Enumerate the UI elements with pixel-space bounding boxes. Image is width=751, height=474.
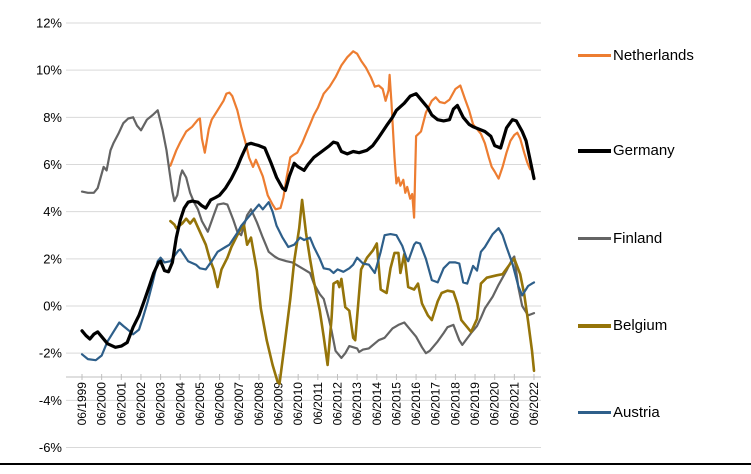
- y-tick-label: 4%: [43, 204, 62, 219]
- series-line-netherlands: [169, 50, 532, 219]
- x-tick-label: 06/2022: [527, 382, 541, 426]
- series-line-austria: [80, 201, 536, 362]
- legend-label-finland: Finland: [613, 230, 663, 247]
- legend-item-finland: Finland: [578, 231, 662, 246]
- x-tick-label: 06/2010: [291, 382, 305, 426]
- x-tick-label: 06/2011: [311, 382, 325, 425]
- x-tick-label: 06/2002: [134, 382, 148, 426]
- legend-label-germany: Germany: [613, 142, 675, 159]
- y-tick-label: -2%: [39, 346, 63, 361]
- legend: Netherlands Germany Finland Belgium Aust…: [578, 0, 751, 474]
- y-tick-label: 10%: [36, 63, 62, 78]
- x-tick-label: 06/2005: [193, 382, 207, 426]
- bottom-border-line: [0, 463, 751, 465]
- x-tick-label: 06/2017: [429, 382, 443, 426]
- x-tick-label: 06/2012: [330, 382, 344, 426]
- x-tick-label: 06/2016: [409, 382, 423, 426]
- legend-swatch-austria: [578, 411, 611, 414]
- legend-item-germany: Germany: [578, 143, 675, 158]
- x-tick-label: 06/1999: [75, 382, 89, 426]
- x-tick-label: 06/2007: [232, 382, 246, 426]
- x-tick-label: 06/2008: [252, 382, 266, 426]
- y-tick-label: 2%: [43, 251, 62, 266]
- y-tick-label: 12%: [36, 16, 62, 31]
- x-tick-label: 06/2021: [507, 382, 521, 426]
- x-tick-label: 06/2001: [114, 382, 128, 426]
- x-tick-label: 06/2014: [370, 382, 384, 426]
- x-tick-label: 06/2004: [173, 382, 187, 426]
- x-tick-label: 06/2006: [213, 382, 227, 426]
- y-tick-label: 6%: [43, 157, 62, 172]
- series-line-belgium: [169, 198, 536, 386]
- y-tick-label: -4%: [39, 393, 63, 408]
- x-tick-label: 06/2003: [154, 382, 168, 426]
- series-line-finland: [80, 109, 536, 359]
- y-tick-label: -6%: [39, 440, 63, 455]
- legend-label-austria: Austria: [613, 404, 660, 421]
- legend-swatch-finland: [578, 237, 611, 240]
- x-tick-label: 06/2000: [95, 382, 109, 426]
- x-tick-label: 06/2015: [389, 382, 403, 426]
- series-line-germany: [80, 92, 536, 349]
- y-tick-label: 8%: [43, 110, 62, 125]
- x-tick-label: 06/2020: [488, 382, 502, 426]
- legend-item-belgium: Belgium: [578, 318, 667, 333]
- legend-item-netherlands: Netherlands: [578, 48, 694, 63]
- legend-swatch-netherlands: [578, 54, 611, 57]
- legend-swatch-belgium: [578, 323, 611, 328]
- x-tick-label: 06/2018: [448, 382, 462, 426]
- y-tick-label: 0%: [43, 298, 62, 313]
- x-tick-label: 06/2019: [468, 382, 482, 426]
- legend-label-netherlands: Netherlands: [613, 47, 694, 64]
- x-tick-label: 06/2013: [350, 382, 364, 426]
- legend-swatch-germany: [578, 148, 611, 153]
- legend-label-belgium: Belgium: [613, 317, 668, 334]
- legend-item-austria: Austria: [578, 405, 660, 420]
- x-tick-label: 06/2009: [272, 382, 286, 426]
